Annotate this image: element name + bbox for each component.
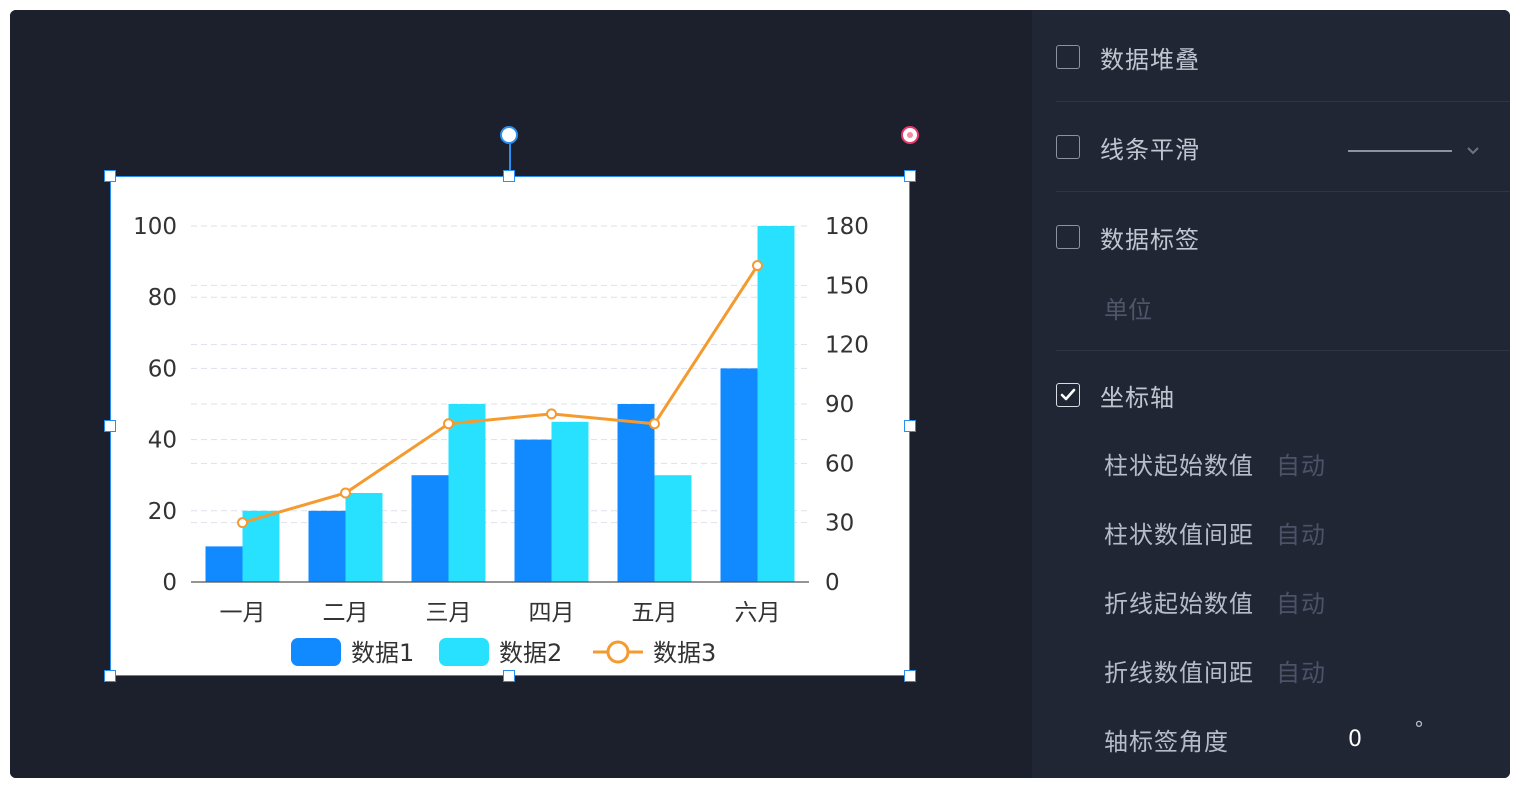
legend-label-3: 数据3 xyxy=(653,639,716,667)
bar-2 xyxy=(757,226,795,582)
bar-start-input[interactable]: 自动 xyxy=(1276,451,1326,480)
delete-handle-icon[interactable] xyxy=(901,126,919,144)
tick-angle-row: 轴标签角度 0 ° xyxy=(1104,717,1464,756)
legend-label-2: 数据2 xyxy=(499,639,562,667)
divider xyxy=(1056,191,1510,192)
y-right-tick-label: 0 xyxy=(825,570,840,596)
line-point xyxy=(546,408,557,420)
bar-2 xyxy=(654,475,692,582)
legend-marker-3 xyxy=(606,640,630,664)
smooth-checkbox[interactable] xyxy=(1056,135,1080,159)
line-start-input[interactable]: 自动 xyxy=(1276,589,1326,618)
smooth-label: 线条平滑 xyxy=(1100,135,1200,164)
x-tick-label: 五月 xyxy=(632,600,678,626)
x-tick-label: 三月 xyxy=(426,600,472,626)
rotate-connector xyxy=(509,144,511,176)
degree-unit: ° xyxy=(1414,717,1424,741)
line-point xyxy=(752,260,763,272)
legend-swatch-1 xyxy=(291,638,341,666)
line-point xyxy=(443,418,454,430)
y-right-tick-label: 30 xyxy=(825,511,854,537)
resize-handle-bottom[interactable] xyxy=(503,670,515,682)
divider xyxy=(1056,101,1510,102)
y-left-tick-label: 40 xyxy=(148,428,177,454)
line-point xyxy=(237,517,248,529)
data-label-checkbox[interactable] xyxy=(1056,225,1080,249)
checkmark-icon xyxy=(1060,388,1076,401)
resize-handle-right[interactable] xyxy=(904,420,916,432)
bar-2 xyxy=(551,421,589,582)
axis-option[interactable]: 坐标轴 xyxy=(1056,381,1175,412)
y-left-tick-label: 0 xyxy=(162,570,177,596)
axis-label: 坐标轴 xyxy=(1100,383,1175,412)
y-right-tick-label: 60 xyxy=(825,451,854,477)
editor-canvas[interactable]: 0 20 40 60 80 100 0 30 60 90 120 150 180 一月 二月 三月 四月 五月 六月… xyxy=(10,10,1032,778)
data-label-option[interactable]: 数据标签 xyxy=(1056,223,1200,254)
rotate-handle-icon[interactable] xyxy=(500,126,518,144)
divider xyxy=(1056,350,1510,351)
line-point xyxy=(340,487,351,499)
resize-handle-bottom-right[interactable] xyxy=(904,670,916,682)
bar-1 xyxy=(514,439,552,582)
legend-label-1: 数据1 xyxy=(351,639,414,667)
line-interval-label: 折线数值间距 xyxy=(1104,658,1254,687)
data-label-label: 数据标签 xyxy=(1100,225,1200,254)
line-interval-row: 折线数值间距 自动 xyxy=(1104,656,1326,687)
chart-widget[interactable]: 0 20 40 60 80 100 0 30 60 90 120 150 180 一月 二月 三月 四月 五月 六月… xyxy=(110,176,910,676)
stack-label: 数据堆叠 xyxy=(1100,45,1200,74)
bar-1 xyxy=(617,404,655,582)
bar-1 xyxy=(205,546,243,582)
line-start-label: 折线起始数值 xyxy=(1104,589,1254,618)
x-tick-label: 四月 xyxy=(529,600,575,626)
resize-handle-left[interactable] xyxy=(104,420,116,432)
stack-checkbox[interactable] xyxy=(1056,45,1080,69)
y-right-tick-label: 180 xyxy=(825,214,869,240)
tick-angle-input[interactable]: 0 xyxy=(1348,726,1362,752)
bar-interval-input[interactable]: 自动 xyxy=(1276,520,1326,549)
line-point xyxy=(649,418,660,430)
resize-handle-top[interactable] xyxy=(503,170,515,182)
combo-chart: 0 20 40 60 80 100 0 30 60 90 120 150 180 一月 二月 三月 四月 五月 六月… xyxy=(133,214,869,667)
line-start-row: 折线起始数值 自动 xyxy=(1104,587,1326,618)
tick-angle-label: 轴标签角度 xyxy=(1104,727,1229,756)
bar-2 xyxy=(448,404,486,582)
line-series-3 xyxy=(242,264,759,525)
y-left-tick-label: 20 xyxy=(148,499,177,525)
resize-handle-bottom-left[interactable] xyxy=(104,670,116,682)
x-tick-label: 六月 xyxy=(735,600,781,626)
x-tick-label: 一月 xyxy=(220,600,266,626)
unit-input[interactable]: 单位 xyxy=(1104,296,1152,324)
chevron-down-icon xyxy=(1467,147,1479,155)
bar-2 xyxy=(345,493,383,582)
app-window: 0 20 40 60 80 100 0 30 60 90 120 150 180 一月 二月 三月 四月 五月 六月… xyxy=(10,10,1510,778)
line-style-preview xyxy=(1348,150,1452,152)
y-right-tick-label: 90 xyxy=(825,392,854,418)
axis-checkbox[interactable] xyxy=(1056,383,1080,407)
line-interval-input[interactable]: 自动 xyxy=(1276,658,1326,687)
line-style-select[interactable] xyxy=(1348,146,1480,156)
y-left-tick-label: 100 xyxy=(133,214,177,240)
resize-handle-top-right[interactable] xyxy=(904,170,916,182)
property-panel: 数据堆叠 线条平滑 数据标签 单位 坐标轴 xyxy=(1032,10,1510,778)
bar-1 xyxy=(411,475,449,582)
bar-interval-row: 柱状数值间距 自动 xyxy=(1104,518,1326,549)
y-left-tick-label: 60 xyxy=(148,356,177,382)
resize-handle-top-left[interactable] xyxy=(104,170,116,182)
bar-1 xyxy=(308,510,346,582)
y-right-tick-label: 120 xyxy=(825,333,869,359)
bar-start-row: 柱状起始数值 自动 xyxy=(1104,449,1326,480)
y-left-tick-label: 80 xyxy=(148,285,177,311)
x-tick-label: 二月 xyxy=(323,600,369,626)
bar-1 xyxy=(720,368,758,582)
bar-2 xyxy=(242,510,280,582)
legend-swatch-2 xyxy=(439,638,489,666)
smooth-option[interactable]: 线条平滑 xyxy=(1056,133,1200,164)
bar-interval-label: 柱状数值间距 xyxy=(1104,520,1254,549)
y-right-tick-label: 150 xyxy=(825,273,869,299)
bar-start-label: 柱状起始数值 xyxy=(1104,451,1254,480)
stack-option[interactable]: 数据堆叠 xyxy=(1056,43,1200,74)
